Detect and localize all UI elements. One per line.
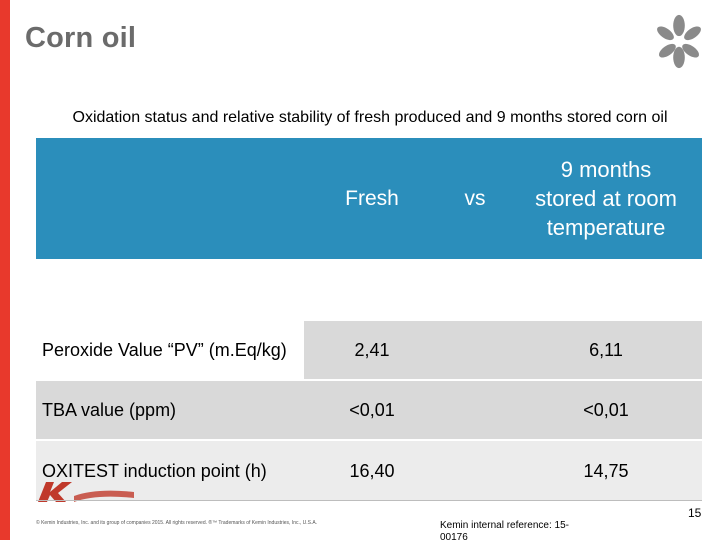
row-fresh-value: <0,01	[304, 381, 440, 439]
row-stored-value: 14,75	[510, 441, 702, 501]
header-stored: 9 months stored at room temperature	[535, 157, 677, 240]
footer-divider	[36, 500, 702, 501]
row-fresh-value: 2,41	[304, 321, 440, 379]
kemin-footer-logo-icon	[38, 482, 134, 502]
row-label: Peroxide Value “PV” (m.Eq/kg)	[36, 321, 304, 379]
row-label: TBA value (ppm)	[36, 381, 304, 439]
row-fresh-value: 16,40	[304, 441, 440, 501]
table-caption: Oxidation status and relative stability …	[72, 109, 668, 126]
left-accent-bar	[0, 0, 10, 540]
row-vs-cell	[440, 321, 510, 379]
table-row: Peroxide Value “PV” (m.Eq/kg) 2,41 6,11	[36, 321, 702, 379]
row-stored-value: 6,11	[510, 321, 702, 379]
table-row: TBA value (ppm) <0,01 <0,01	[36, 381, 702, 439]
copyright-notice: © Kemin Industries, Inc. and its group o…	[36, 520, 318, 526]
header-fresh: Fresh	[345, 186, 399, 210]
table-header-row	[36, 138, 702, 259]
row-vs-cell	[440, 441, 510, 501]
row-label: OXITEST induction point (h)	[36, 441, 304, 501]
page-number: 15	[688, 506, 702, 520]
table-row: OXITEST induction point (h) 16,40 14,75	[36, 441, 702, 501]
header-vs: vs	[464, 186, 486, 210]
slide-title: Corn oil	[25, 22, 137, 54]
row-vs-cell	[440, 381, 510, 439]
internal-reference: Kemin internal reference: 15-00176	[440, 520, 569, 540]
row-stored-value: <0,01	[510, 381, 702, 439]
kemin-leaf-logo-icon	[657, 14, 701, 69]
